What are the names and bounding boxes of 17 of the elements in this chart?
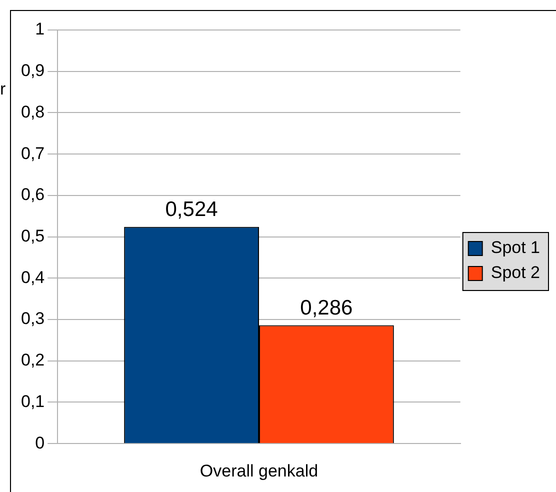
y-tick-label: 0,9 (20, 61, 45, 80)
y-tick-label: 1 (35, 20, 45, 39)
y-tick-label: 0,3 (20, 309, 45, 328)
data-label: 0,524 (165, 198, 218, 222)
y-tick-label: 0,5 (20, 226, 45, 246)
y-tick-label: 0,4 (20, 268, 45, 287)
y-tick-label: 0,6 (20, 185, 45, 204)
y-tick-label: 0,1 (20, 392, 45, 411)
y-tick-label: 0 (35, 433, 45, 452)
y-tick-label: 0,7 (20, 144, 45, 163)
y-tick-label: 0,2 (20, 350, 45, 370)
data-label: 0,286 (300, 296, 353, 320)
text: r (0, 80, 6, 99)
legend-label: Spot 1 (490, 238, 540, 258)
legend-label: Spot 2 (490, 263, 540, 282)
x-tick-label: Overall genkald (200, 461, 318, 480)
y-tick-label: 0,8 (20, 102, 45, 122)
